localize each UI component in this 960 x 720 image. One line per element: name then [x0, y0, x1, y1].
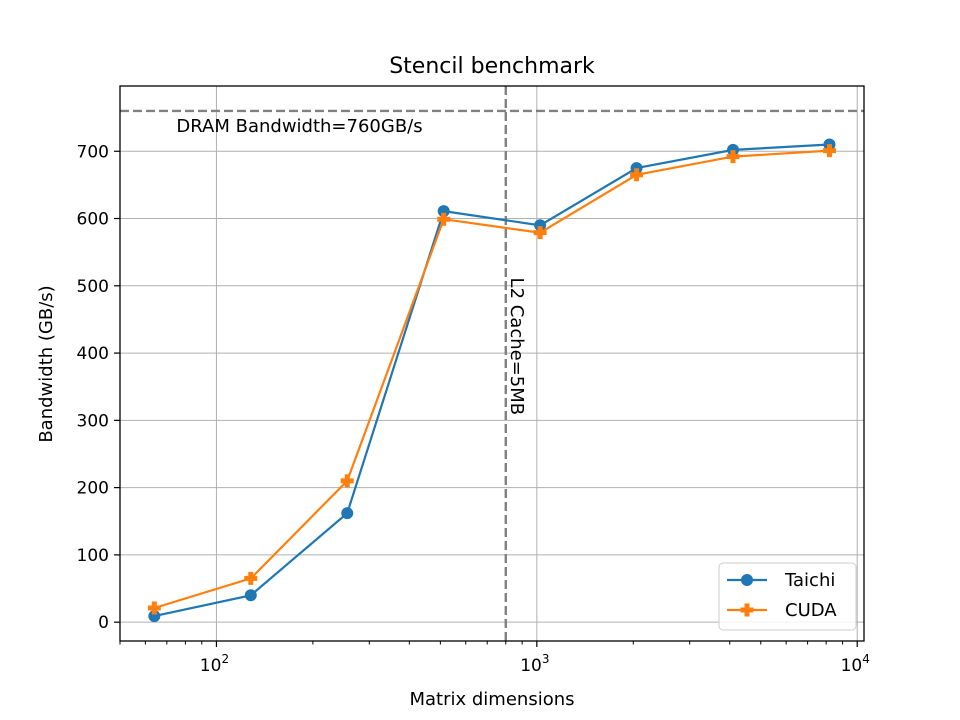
y-tick-label: 700 [77, 142, 109, 162]
y-tick-label: 600 [77, 210, 109, 230]
y-tick-label: 0 [98, 613, 109, 633]
cuda-data-point [437, 212, 451, 226]
cuda-data-point [533, 226, 547, 240]
reference-lines: DRAM Bandwidth=760GB/s L2 Cache=5MB [120, 86, 864, 641]
x-tick-label: 102 [200, 652, 229, 676]
taichi-data-point [727, 143, 740, 156]
cuda-data-point [630, 168, 644, 182]
y-tick-label: 100 [77, 546, 109, 566]
dram-bandwidth-label: DRAM Bandwidth=760GB/s [176, 116, 422, 137]
y-tick-label: 300 [77, 411, 109, 431]
x-axis-label: Matrix dimensions [409, 689, 574, 710]
taichi-data-point [341, 507, 354, 520]
y-axis-label: Bandwidth (GB/s) [36, 285, 57, 442]
x-tick-label: 103 [520, 652, 549, 676]
y-tick-label: 500 [77, 277, 109, 297]
cuda-data-point [244, 571, 258, 585]
axis-ticks: 0 100 200 300 400 500 600 700 102 103 104 [77, 142, 870, 676]
legend: Taichi CUDA [718, 562, 857, 631]
cuda-data-point [822, 144, 836, 158]
cuda-data-point [340, 474, 354, 488]
taichi-data-point [244, 589, 257, 602]
legend-cuda-label: CUDA [785, 600, 837, 621]
taichi-data-point [437, 205, 450, 218]
legend-taichi-label: Taichi [784, 570, 835, 591]
l2-cache-label: L2 Cache=5MB [506, 278, 527, 416]
cuda-data-point [726, 150, 740, 164]
taichi-data-point [148, 610, 161, 623]
series-group [147, 138, 836, 623]
taichi-series-line [154, 143, 830, 618]
taichi-data-point [534, 219, 547, 232]
legend-cuda-marker [740, 603, 754, 617]
plot-frame [119, 85, 865, 642]
grid [120, 86, 864, 641]
taichi-data-point [630, 162, 643, 175]
cuda-data-point [147, 601, 161, 615]
cuda-series-line [153, 149, 830, 610]
chart-title: Stencil benchmark [389, 54, 595, 79]
legend-taichi-marker [741, 574, 753, 586]
y-tick-label: 400 [77, 344, 109, 364]
x-tick-label: 104 [841, 652, 870, 676]
y-tick-label: 200 [77, 479, 109, 499]
